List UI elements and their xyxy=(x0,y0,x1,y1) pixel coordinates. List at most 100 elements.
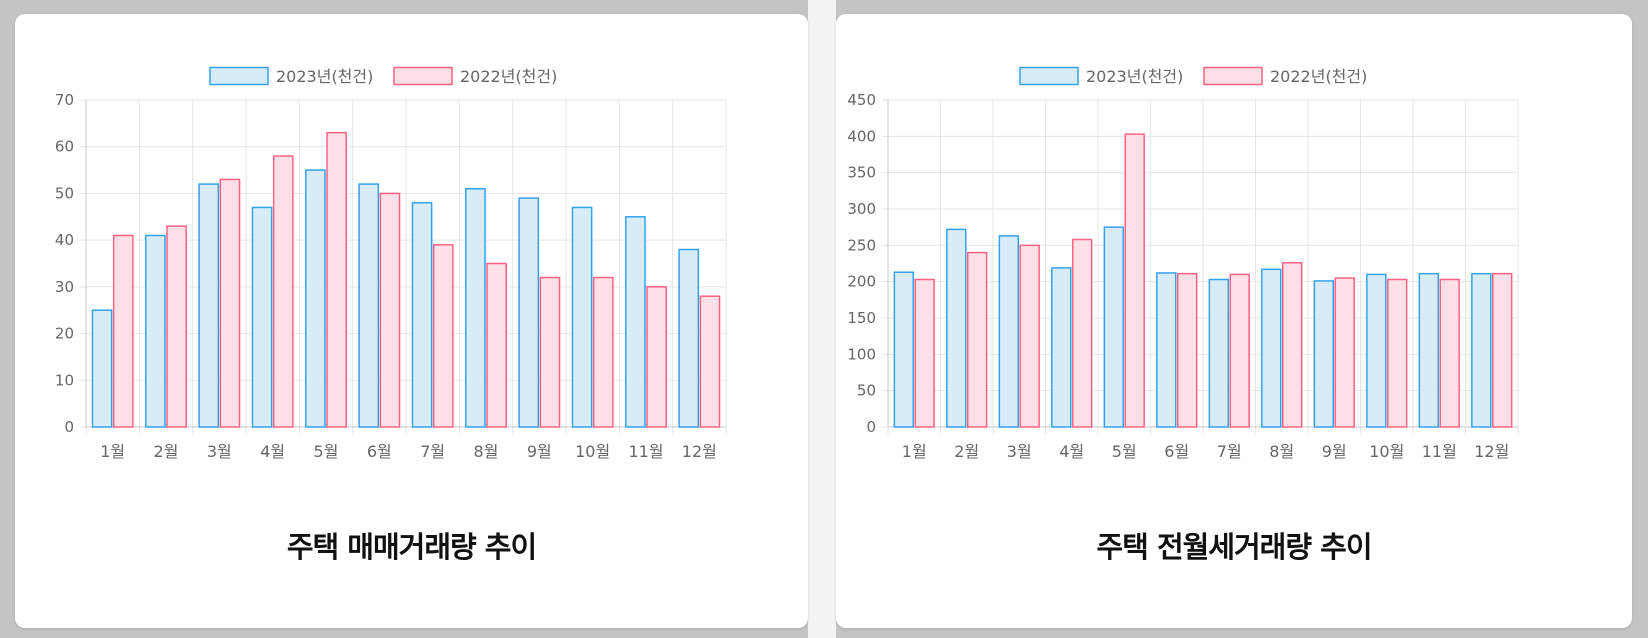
bar-2023 xyxy=(1418,272,1439,428)
legend-swatch xyxy=(1203,66,1263,86)
x-tick-label: 10월 xyxy=(1369,442,1404,461)
y-tick-label: 150 xyxy=(847,309,876,327)
rental-volume-chart-title: 주택 전월세거래량 추이 xyxy=(1096,530,1373,564)
bar-2022 xyxy=(219,178,241,428)
bar-2023 xyxy=(1103,226,1125,428)
bar-2023 xyxy=(678,248,700,428)
bar-2023 xyxy=(1313,280,1335,428)
legend-item-2023[interactable]: 2023년(천건) xyxy=(1019,66,1183,86)
x-tick-label: 9월 xyxy=(1322,442,1347,461)
y-tick-label: 50 xyxy=(55,184,74,202)
bar-2022 xyxy=(1334,277,1355,428)
bar-2023 xyxy=(198,183,220,428)
x-tick-label: 7월 xyxy=(1217,442,1242,461)
bar-2022 xyxy=(914,278,935,428)
y-tick-label: 50 xyxy=(857,382,876,400)
y-tick-label: 250 xyxy=(847,236,876,254)
panel-gap xyxy=(808,0,836,638)
y-tick-label: 20 xyxy=(55,325,74,343)
x-tick-label: 12월 xyxy=(1474,442,1509,461)
bar-2023 xyxy=(893,271,914,428)
bar-2023 xyxy=(625,216,646,428)
y-tick-label: 350 xyxy=(847,164,876,182)
bar-2022 xyxy=(539,276,561,428)
bar-2022 xyxy=(1387,278,1408,428)
y-tick-label: 60 xyxy=(55,138,74,156)
y-tick-label: 300 xyxy=(847,200,876,218)
bar-2023 xyxy=(358,183,380,428)
bar-2022 xyxy=(166,225,187,428)
y-tick-label: 30 xyxy=(55,278,74,296)
x-tick-label: 1월 xyxy=(902,442,927,461)
bar-2022 xyxy=(1492,272,1513,428)
x-tick-label: 1월 xyxy=(100,442,125,461)
bar-2023 xyxy=(1471,272,1492,428)
bar-2023 xyxy=(251,206,273,428)
bar-2023 xyxy=(1051,267,1072,428)
legend-label: 2023년(천건) xyxy=(1086,67,1183,86)
legend-swatch xyxy=(209,66,269,86)
x-tick-label: 5월 xyxy=(1112,442,1137,461)
bar-2023 xyxy=(91,309,113,428)
bar-2023 xyxy=(998,235,1020,428)
x-tick-label: 2월 xyxy=(954,442,979,461)
y-tick-label: 40 xyxy=(55,231,74,249)
x-tick-label: 12월 xyxy=(682,442,717,461)
sales-volume-chart-title: 주택 매매거래량 추이 xyxy=(286,530,537,564)
legend-label: 2023년(천건) xyxy=(276,67,373,86)
bar-2023 xyxy=(465,188,486,428)
x-tick-label: 10월 xyxy=(575,442,610,461)
x-tick-label: 6월 xyxy=(1164,442,1189,461)
x-tick-label: 4월 xyxy=(260,442,285,461)
x-tick-label: 5월 xyxy=(314,442,339,461)
sales-volume-card: 0 10 20 30 40 50 60 70 1월 2월 3월 4월 5월 6월 7월 8월 9월 10월 11월 1… xyxy=(15,14,808,628)
bar-2022 xyxy=(112,234,134,428)
x-tick-label: 11월 xyxy=(628,442,663,461)
x-tick-label: 4월 xyxy=(1059,442,1084,461)
x-tick-label: 3월 xyxy=(207,442,232,461)
x-tick-label: 7월 xyxy=(420,442,445,461)
legend-label: 2022년(천건) xyxy=(460,67,557,86)
bar-2022 xyxy=(1124,133,1145,428)
legend-item-2022[interactable]: 2022년(천건) xyxy=(1203,66,1367,86)
bar-2022 xyxy=(1177,272,1198,428)
bar-2022 xyxy=(1439,278,1460,428)
bar-2022 xyxy=(1282,262,1303,428)
rental-volume-chart: 0 50 100 150 200 250 300 350 400 450 1월 2월 3월 4월 5월 6월 7… xyxy=(847,66,1519,461)
x-tick-label: 2월 xyxy=(154,442,179,461)
bar-2023 xyxy=(305,169,326,428)
bar-2022 xyxy=(326,131,347,428)
bar-2023 xyxy=(411,202,433,428)
x-tick-label: 9월 xyxy=(527,442,552,461)
legend-item-2023[interactable]: 2023년(천건) xyxy=(209,66,373,86)
x-tick-label: 8월 xyxy=(474,442,499,461)
bar-2023 xyxy=(946,228,967,428)
y-tick-label: 0 xyxy=(866,418,876,436)
bar-2023 xyxy=(518,197,540,428)
bar-2023 xyxy=(1261,268,1282,428)
bar-2022 xyxy=(699,295,721,428)
bar-2023 xyxy=(1208,278,1230,428)
y-tick-label: 0 xyxy=(64,418,74,436)
legend-swatch xyxy=(1019,66,1079,86)
x-tick-label: 6월 xyxy=(367,442,392,461)
sales-volume-chart: 0 10 20 30 40 50 60 70 1월 2월 3월 4월 5월 6월 7월 8월 9월 10월 11월 1… xyxy=(55,66,727,461)
y-tick-label: 10 xyxy=(55,371,74,389)
bar-2022 xyxy=(432,244,454,428)
bar-2022 xyxy=(592,276,614,428)
legend-swatch xyxy=(393,66,453,86)
x-tick-label: 8월 xyxy=(1269,442,1294,461)
bar-2022 xyxy=(1019,244,1040,428)
x-tick-label: 3월 xyxy=(1007,442,1032,461)
bar-2022 xyxy=(1229,273,1250,428)
bar-2023 xyxy=(1366,273,1387,428)
bar-2023 xyxy=(1156,272,1177,428)
y-tick-label: 70 xyxy=(55,91,74,109)
bar-2022 xyxy=(272,155,294,428)
x-tick-label: 11월 xyxy=(1422,442,1457,461)
legend-label: 2022년(천건) xyxy=(1270,67,1367,86)
legend-item-2022[interactable]: 2022년(천건) xyxy=(393,66,557,86)
bar-2023 xyxy=(571,206,593,428)
bar-2023 xyxy=(145,234,166,428)
rental-volume-card: 0 50 100 150 200 250 300 350 400 450 1월 2월 3월 4월 5월 6월 7… xyxy=(836,14,1632,628)
